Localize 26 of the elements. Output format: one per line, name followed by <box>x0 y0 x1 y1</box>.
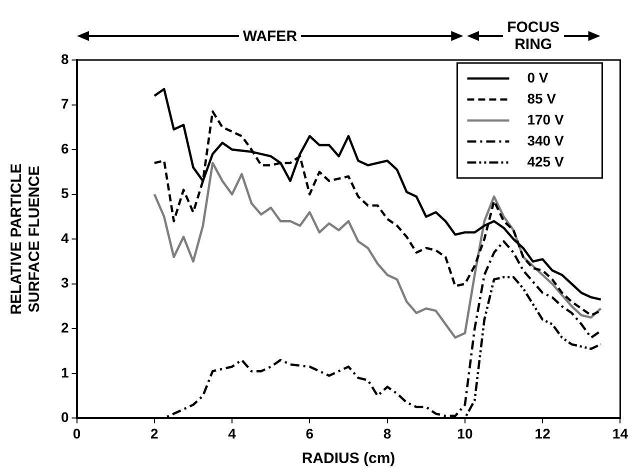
x-tick-label: 6 <box>306 425 314 442</box>
y-tick-label: 4 <box>60 230 69 246</box>
text: FOCUS RING <box>503 19 564 53</box>
y-tick-label: 2 <box>60 320 69 336</box>
y-tick-label: 7 <box>60 96 69 112</box>
y-tick-label: 0 <box>60 409 69 426</box>
legend-label: 425 V <box>527 153 564 170</box>
legend-label: 85 V <box>527 90 557 106</box>
text: WAFER <box>238 28 302 44</box>
y-tick-label: 8 <box>60 50 69 67</box>
x-tick-label: 12 <box>534 425 551 442</box>
y-tick-label: 3 <box>60 274 69 291</box>
y-tick-label: 1 <box>60 364 69 380</box>
legend-label: 170 V <box>527 111 564 128</box>
y-tick-label: 6 <box>60 140 69 156</box>
x-tick-label: 4 <box>228 425 236 442</box>
x-axis-title: RADIUS (cm) <box>302 450 396 468</box>
x-tick-label: 8 <box>383 425 392 442</box>
x-tick-label: 14 <box>612 425 628 442</box>
y-axis-title: RELATIVE PARTICLE SURFACE FLUENCE <box>8 164 44 315</box>
x-tick-label: 10 <box>457 425 473 442</box>
legend-label: 340 V <box>527 132 564 148</box>
x-tick-label: 2 <box>150 425 159 442</box>
x-tick-label: 0 <box>72 425 81 442</box>
y-tick-label: 5 <box>60 185 69 202</box>
legend-label: 0 V <box>527 69 549 86</box>
